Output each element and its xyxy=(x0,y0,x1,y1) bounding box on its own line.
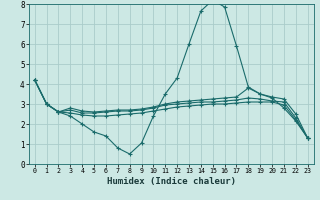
X-axis label: Humidex (Indice chaleur): Humidex (Indice chaleur) xyxy=(107,177,236,186)
